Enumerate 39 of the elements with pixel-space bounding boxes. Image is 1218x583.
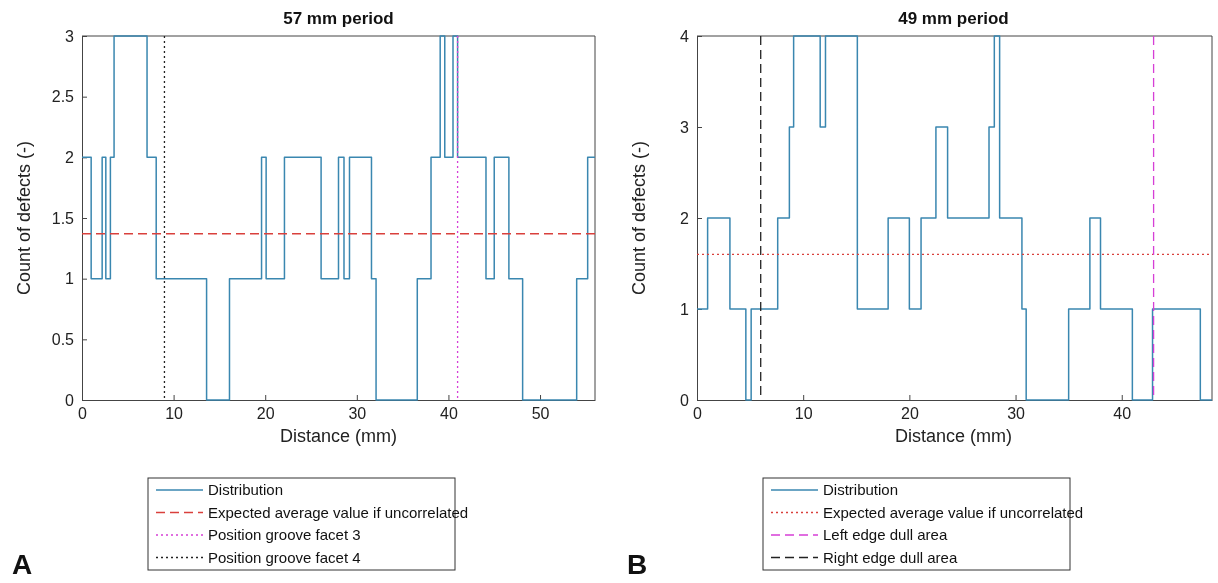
y-tick-label: 0 xyxy=(680,391,690,409)
x-tick-label: 0 xyxy=(693,405,703,423)
y-tick-label: 2 xyxy=(65,148,75,166)
legend-label: Left edge dull area xyxy=(823,526,948,543)
x-tick-label: 0 xyxy=(78,405,88,423)
text: A xyxy=(12,549,33,580)
x-axis-title: Distance (mm) xyxy=(279,426,398,446)
x-axis-title: Distance (mm) xyxy=(894,426,1013,446)
x-tick-label: 40 xyxy=(440,405,458,423)
x-tick-label: 50 xyxy=(531,405,550,423)
legend-label: Position groove facet 4 xyxy=(208,548,361,566)
legend-label: Distribution xyxy=(208,481,284,498)
x-tick-label: 30 xyxy=(1007,405,1026,423)
legend-label: Right edge dull area xyxy=(823,548,958,566)
x-tick-label: 10 xyxy=(794,405,813,423)
legend-label: Distribution xyxy=(823,481,899,498)
y-tick-label: 0 xyxy=(65,391,75,409)
chart-title: 49 mm period xyxy=(898,9,1009,28)
x-tick-label: 40 xyxy=(1113,405,1132,423)
y-tick-label: 1 xyxy=(680,300,690,318)
legend-label: Position groove facet 3 xyxy=(208,526,361,543)
x-tick-label: 20 xyxy=(256,405,275,423)
y-tick-label: 3 xyxy=(65,27,75,45)
y-tick-label: 2 xyxy=(680,209,690,227)
chart-title: 57 mm period xyxy=(283,9,394,28)
y-tick-label: 4 xyxy=(680,27,690,45)
legend-label: Expected average value if uncorrelated xyxy=(823,503,1084,521)
y-axis-title: Count of defects (-) xyxy=(629,140,649,296)
y-tick-label: 2.5 xyxy=(51,88,75,106)
x-tick-label: 10 xyxy=(165,405,184,423)
y-tick-label: 1 xyxy=(65,270,75,288)
x-tick-label: 20 xyxy=(900,405,919,423)
text: B xyxy=(627,549,648,580)
y-tick-label: 3 xyxy=(680,118,690,136)
y-tick-label: 1.5 xyxy=(51,209,75,227)
y-tick-label: 0.5 xyxy=(51,330,75,348)
x-tick-label: 30 xyxy=(348,405,367,423)
legend-label: Expected average value if uncorrelated xyxy=(208,503,469,521)
y-axis-title: Count of defects (-) xyxy=(14,140,34,296)
